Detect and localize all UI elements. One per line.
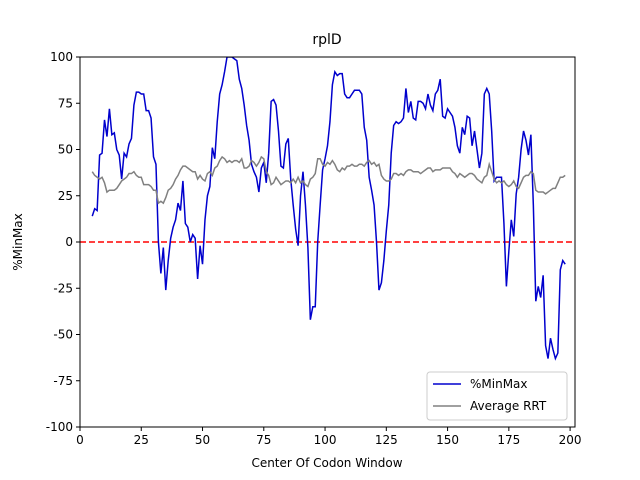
x-tick-label: 125	[375, 433, 398, 447]
legend-label: Average RRT	[470, 399, 547, 413]
data-line	[91, 155, 566, 205]
x-axis-label: Center Of Codon Window	[251, 456, 402, 470]
legend-label: %MinMax	[470, 377, 528, 391]
x-tick-label: 175	[497, 433, 520, 447]
x-tick-label: 200	[559, 433, 582, 447]
y-tick-label: 0	[65, 235, 73, 249]
legend: %MinMax Average RRT	[426, 371, 568, 421]
x-tick-label: 25	[134, 433, 149, 447]
x-tick-label: 100	[314, 433, 337, 447]
y-tick-label: 100	[50, 50, 73, 64]
y-tick-label: -100	[46, 420, 73, 434]
x-tick-label: 150	[436, 433, 459, 447]
x-tick-label: 50	[195, 433, 210, 447]
y-tick-label: 50	[58, 143, 73, 157]
plot-frame	[79, 56, 576, 428]
y-tick-label: -25	[53, 281, 73, 295]
x-tick-label: 0	[76, 433, 84, 447]
chart-title: rplD	[312, 32, 341, 48]
legend-box	[426, 371, 568, 421]
y-axis-label: %MinMax	[11, 213, 25, 271]
data-line	[91, 57, 566, 361]
x-tick-label: 75	[256, 433, 271, 447]
y-tick-label: -50	[53, 328, 73, 342]
y-tick-label: 75	[58, 96, 73, 110]
y-tick-label: 25	[58, 189, 73, 203]
y-tick-label: -75	[53, 374, 73, 388]
